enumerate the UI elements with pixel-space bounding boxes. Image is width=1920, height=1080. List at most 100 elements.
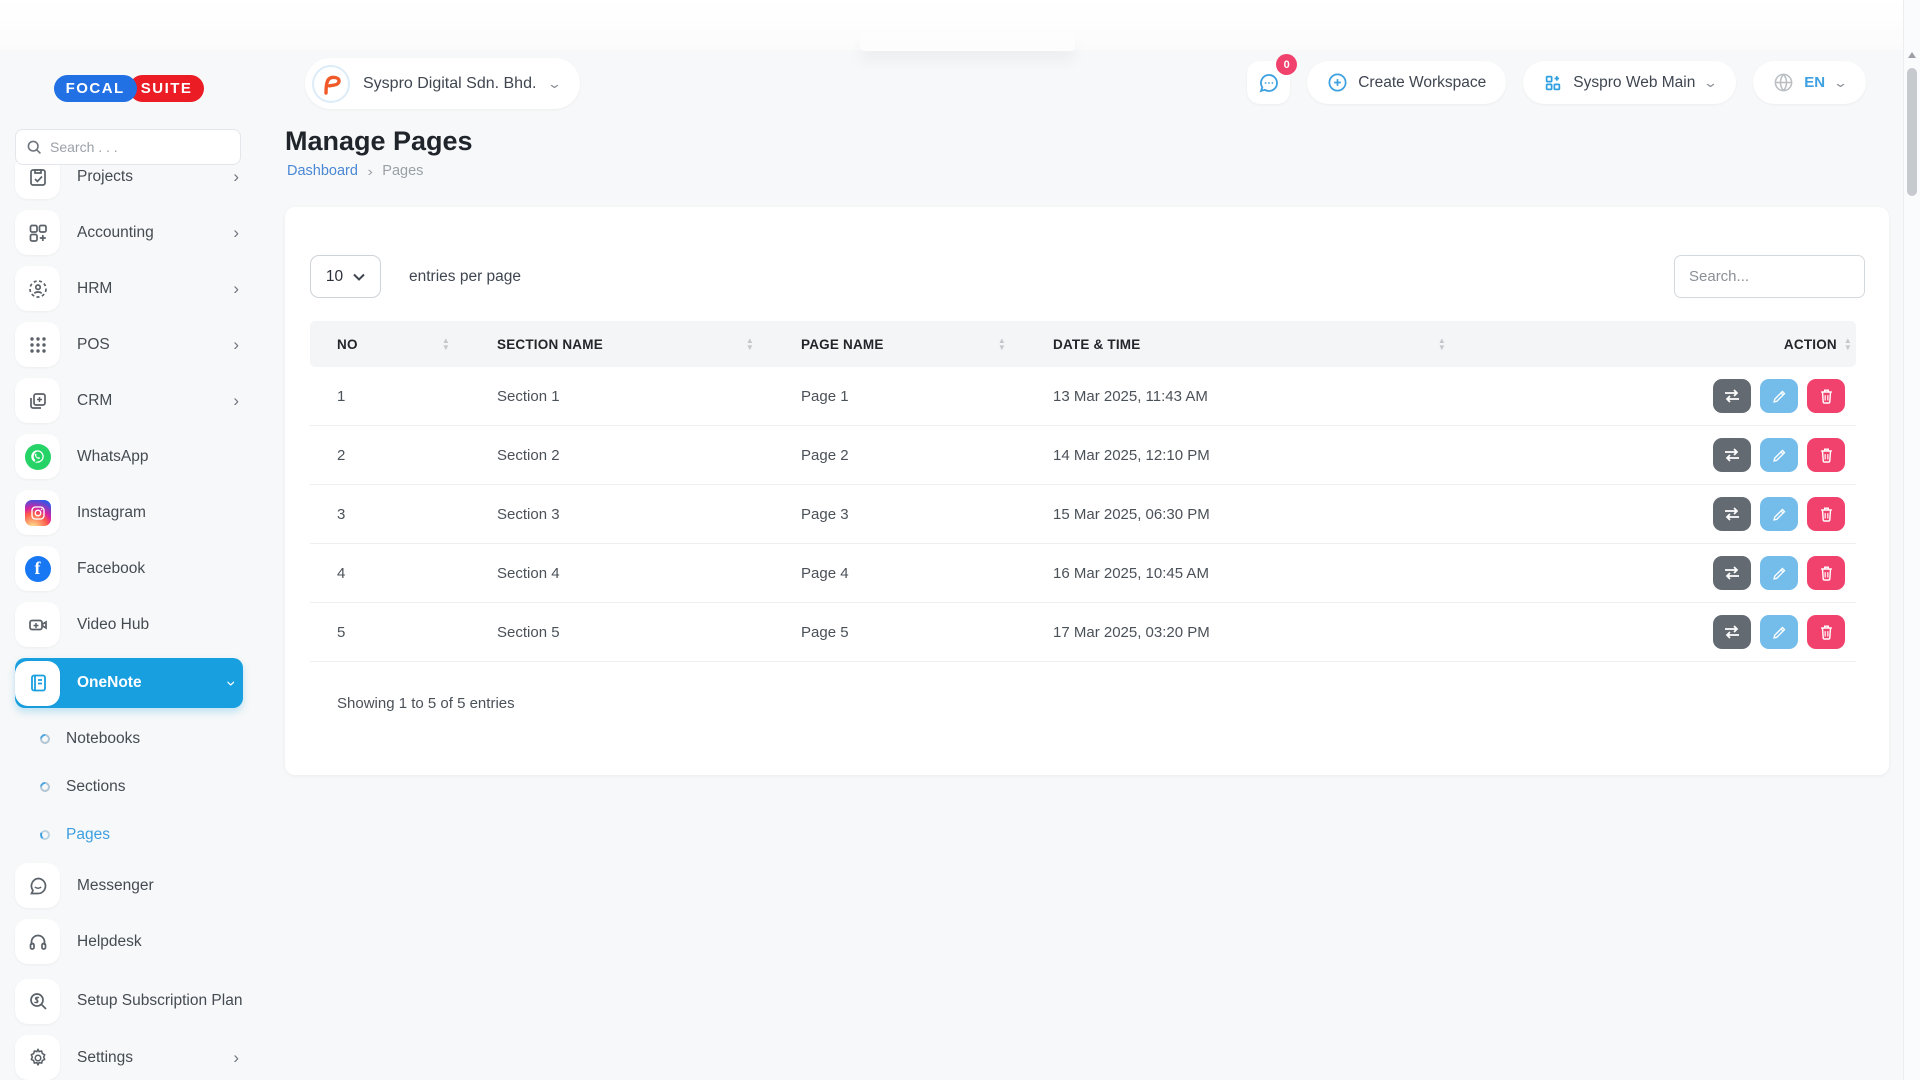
sort-icon[interactable]: ▲ ▼ — [745, 336, 754, 352]
delete-button[interactable] — [1807, 438, 1845, 472]
headset-icon — [15, 919, 60, 964]
sidebar-item-pos[interactable]: POS › — [15, 322, 243, 367]
hrm-icon — [15, 266, 60, 311]
accounting-icon — [15, 210, 60, 255]
cell-no: 3 — [337, 505, 346, 523]
chevron-right-icon: › — [233, 223, 239, 242]
sort-icon[interactable]: ▲ ▼ — [997, 336, 1006, 352]
sidebar: FOCAL SUITE Projects › Accounting › — [0, 0, 258, 1080]
sidebar-item-accounting[interactable]: Accounting › — [15, 210, 243, 255]
page-scrollbar[interactable] — [1903, 0, 1920, 1080]
logo-suite: SUITE — [128, 75, 205, 102]
chevron-right-icon: › — [233, 167, 239, 186]
table-summary: Showing 1 to 5 of 5 entries — [337, 695, 515, 712]
topbar-actions: 0 Create Workspace Syspro Web Main ⌄ EN … — [1247, 54, 1866, 104]
sidebar-subitem-notebooks[interactable]: Notebooks — [15, 719, 243, 759]
sidebar-item-video-hub[interactable]: Video Hub — [15, 602, 243, 647]
sidebar-item-label: Messenger — [77, 876, 154, 894]
logo-focal: FOCAL — [53, 75, 137, 102]
cell-page-name: Page 2 — [801, 446, 849, 464]
sidebar-item-helpdesk[interactable]: Helpdesk — [15, 919, 243, 964]
messages-badge: 0 — [1276, 54, 1298, 75]
onenote-icon — [15, 660, 60, 706]
chevron-right-icon: › — [233, 335, 239, 354]
cell-page-name: Page 3 — [801, 505, 849, 523]
page-size-select[interactable]: 10 — [310, 255, 381, 298]
column-header-date-time[interactable]: DATE & TIME ▲ ▼ — [1053, 336, 1446, 352]
language-selector[interactable]: EN ⌄ — [1753, 61, 1866, 104]
sidebar-item-instagram[interactable]: Instagram — [15, 490, 243, 535]
sidebar-item-projects[interactable]: Projects › — [15, 162, 243, 199]
cell-actions — [1466, 556, 1856, 590]
delete-button[interactable] — [1807, 615, 1845, 649]
column-header-section-name[interactable]: SECTION NAME ▲ ▼ — [497, 336, 754, 352]
sort-icon[interactable]: ▲ ▼ — [441, 336, 450, 352]
projects-icon — [15, 162, 60, 199]
cell-section-name: Section 3 — [497, 505, 560, 523]
sidebar-item-messenger[interactable]: Messenger — [15, 863, 243, 908]
create-workspace-label: Create Workspace — [1358, 73, 1487, 91]
sidebar-item-settings[interactable]: Settings › — [15, 1035, 243, 1080]
sidebar-item-setup-subscription-plan[interactable]: Setup Subscription Plan — [15, 975, 243, 1027]
edit-button[interactable] — [1760, 379, 1798, 413]
reorder-button[interactable] — [1713, 438, 1751, 472]
sidebar-item-crm[interactable]: CRM › — [15, 378, 243, 423]
chevron-down-icon — [353, 273, 365, 281]
sidebar-item-whatsapp[interactable]: WhatsApp — [15, 434, 243, 479]
table-search-input[interactable] — [1674, 255, 1865, 298]
sidebar-item-facebook[interactable]: f Facebook — [15, 546, 243, 591]
sidebar-subitem-label: Sections — [66, 778, 126, 795]
sidebar-item-label: Facebook — [77, 559, 146, 577]
breadcrumb: Dashboard › Pages — [287, 163, 423, 179]
reorder-button[interactable] — [1713, 556, 1751, 590]
edit-button[interactable] — [1760, 615, 1798, 649]
cell-actions — [1466, 497, 1856, 531]
sidebar-subitem-label: Notebooks — [66, 730, 141, 747]
sidebar-subitem-pages[interactable]: Pages — [15, 815, 243, 855]
delete-button[interactable] — [1807, 379, 1845, 413]
sidebar-search-input[interactable] — [50, 139, 230, 155]
delete-button[interactable] — [1807, 556, 1845, 590]
scrollbar-thumb[interactable] — [1907, 68, 1917, 196]
edit-button[interactable] — [1760, 497, 1798, 531]
reorder-button[interactable] — [1713, 615, 1751, 649]
table-controls: 10 entries per page — [310, 255, 1865, 298]
sort-icon[interactable]: ▲ ▼ — [1437, 336, 1446, 352]
sidebar-item-onenote[interactable]: OneNote › — [15, 658, 243, 708]
pos-icon — [15, 322, 60, 367]
table-row: 5 Section 5 Page 5 17 Mar 2025, 03:20 PM — [310, 603, 1856, 662]
cell-section-name: Section 4 — [497, 564, 560, 582]
sidebar-item-label: Helpdesk — [77, 932, 142, 950]
top-band-glow — [860, 33, 1075, 51]
messages-button[interactable]: 0 — [1247, 54, 1298, 104]
reorder-button[interactable] — [1713, 497, 1751, 531]
scroll-up-icon[interactable] — [1908, 52, 1916, 58]
reorder-button[interactable] — [1713, 379, 1751, 413]
column-header-action[interactable]: ACTION ▲ ▼ — [1783, 336, 1852, 352]
chevron-down-icon: ⌄ — [1832, 74, 1849, 90]
sidebar-search[interactable] — [15, 129, 241, 165]
table-row: 3 Section 3 Page 3 15 Mar 2025, 06:30 PM — [310, 485, 1856, 544]
table-row: 4 Section 4 Page 4 16 Mar 2025, 10:45 AM — [310, 544, 1856, 603]
language-code: EN — [1804, 74, 1826, 91]
edit-button[interactable] — [1760, 556, 1798, 590]
create-workspace-button[interactable]: Create Workspace — [1307, 61, 1507, 104]
sort-icon[interactable]: ▲ ▼ — [1843, 336, 1852, 352]
sidebar-subitem-sections[interactable]: Sections — [15, 767, 243, 807]
table-row: 1 Section 1 Page 1 13 Mar 2025, 11:43 AM — [310, 367, 1856, 426]
edit-button[interactable] — [1760, 438, 1798, 472]
cell-date-time: 15 Mar 2025, 06:30 PM — [1053, 505, 1210, 523]
whatsapp-icon — [15, 434, 60, 479]
sidebar-item-hrm[interactable]: HRM › — [15, 266, 243, 311]
company-selector[interactable]: Syspro Digital Sdn. Bhd. ⌄ — [305, 58, 581, 109]
workspace-selector[interactable]: Syspro Web Main ⌄ — [1523, 61, 1737, 104]
video-camera-icon — [15, 602, 60, 647]
sidebar-item-label: Accounting — [77, 223, 154, 241]
cell-section-name: Section 2 — [497, 446, 560, 464]
column-header-no[interactable]: NO ▲ ▼ — [337, 336, 450, 352]
cell-page-name: Page 4 — [801, 564, 849, 582]
delete-button[interactable] — [1807, 497, 1845, 531]
company-logo-icon — [312, 64, 350, 103]
column-header-page-name[interactable]: PAGE NAME ▲ ▼ — [801, 336, 1006, 352]
breadcrumb-dashboard-link[interactable]: Dashboard — [287, 163, 358, 179]
